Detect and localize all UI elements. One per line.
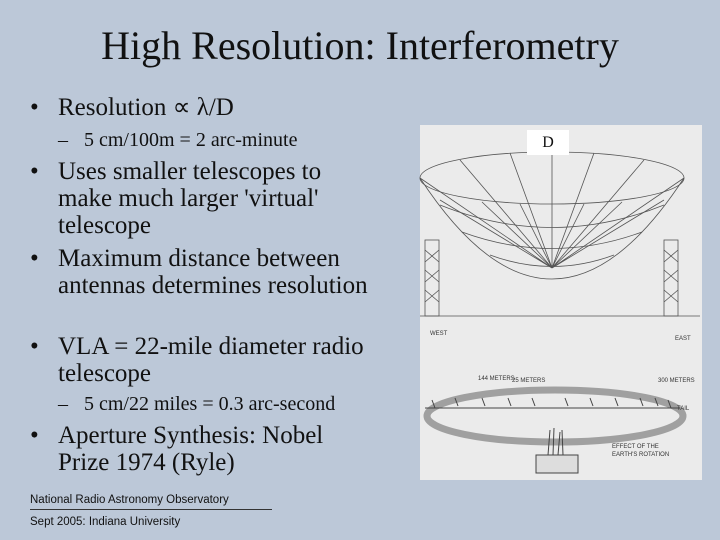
- footer-line: Sept 2005: Indiana University: [30, 516, 181, 528]
- sub-bullet: 5 cm/100m = 2 arc-minute: [58, 128, 297, 152]
- figure-label: 300 METERS: [658, 378, 695, 384]
- figure-label: EARTH'S ROTATION: [612, 452, 669, 458]
- figure-label: EAST: [675, 336, 691, 342]
- sub-bullet: 5 cm/22 miles = 0.3 arc-second: [58, 392, 335, 416]
- bullet: Aperture Synthesis: Nobel Prize 1974 (Ry…: [30, 422, 380, 476]
- bullet: VLA = 22-mile diameter radio telescope: [30, 333, 380, 387]
- figure-label: WEST: [430, 331, 448, 337]
- figure-background: [420, 125, 702, 480]
- towers: [420, 239, 700, 317]
- figure-label: 25 METERS: [512, 378, 545, 384]
- figure-label: TAIL: [677, 406, 690, 412]
- bullet: Resolution ∝ λ/D: [30, 94, 380, 121]
- rotation-ring: [423, 386, 687, 446]
- dish: [419, 151, 685, 280]
- diameter-label: D: [527, 130, 569, 155]
- footer-line: National Radio Astronomy Observatory: [30, 494, 272, 510]
- figure-label: EFFECT OF THE: [612, 444, 659, 450]
- antennas: [425, 397, 680, 474]
- bullet: Maximum distance between antennas determ…: [30, 245, 380, 299]
- slide-title: High Resolution: Interferometry: [101, 23, 619, 68]
- figure-label: 144 METERS: [478, 376, 515, 382]
- bullet: Uses smaller telescopes to make much lar…: [30, 158, 380, 239]
